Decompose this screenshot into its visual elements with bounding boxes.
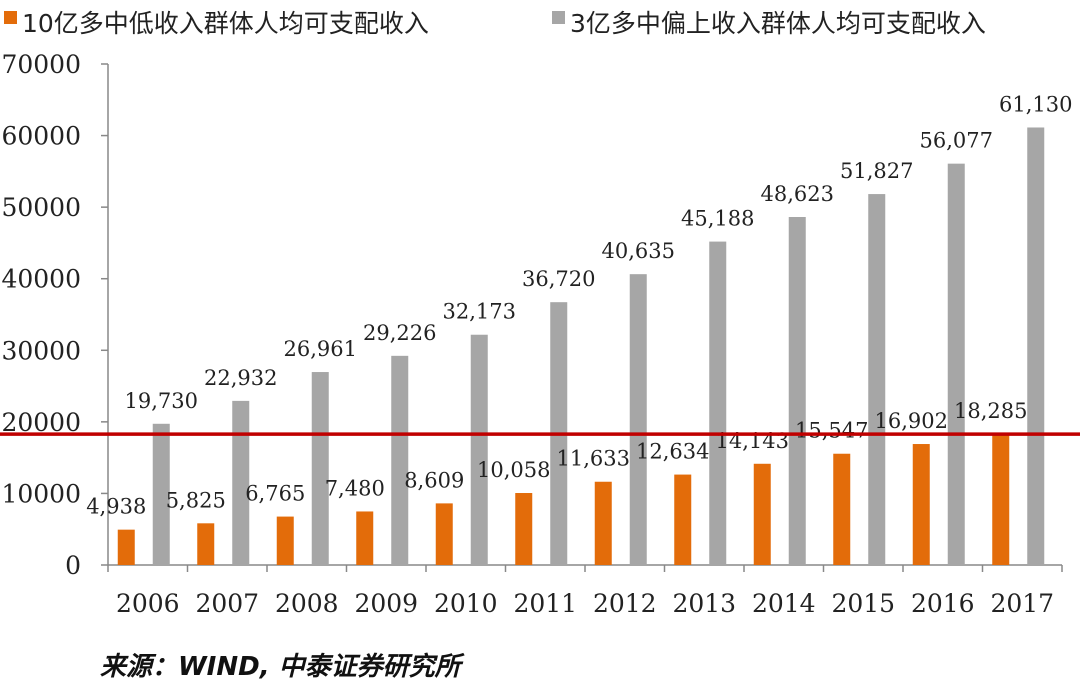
bar-low-income bbox=[197, 523, 215, 565]
data-label-low-income: 4,938 bbox=[86, 495, 146, 519]
y-axis: 0 10000 20000 30000 40000 50000 60000 70000 bbox=[1, 50, 109, 580]
bar-upper-income bbox=[709, 241, 727, 566]
bar-low-income bbox=[356, 511, 374, 565]
bar-low-income bbox=[435, 503, 453, 565]
data-label-low-income: 8,609 bbox=[404, 468, 464, 492]
data-labels: 4,938 19,730 5,825 22,932 6,765 26,961 7,480 29… bbox=[86, 92, 1072, 518]
x-axis: 2006 2007 2008 2009 2010 2011 2012 2013 2014 2015… bbox=[107, 564, 1063, 618]
x-tick-label: 2008 bbox=[275, 589, 339, 618]
y-tick-label: 70000 bbox=[1, 50, 81, 79]
data-label-upper-income: 51,827 bbox=[840, 159, 913, 183]
y-tick-label: 0 bbox=[65, 551, 81, 580]
bar-upper-income bbox=[629, 274, 647, 565]
legend-label-1: 10亿多中低收入群体人均可支配收入 bbox=[22, 9, 429, 38]
bar-upper-income bbox=[868, 194, 886, 565]
data-label-low-income: 18,285 bbox=[954, 399, 1027, 423]
x-tick-label: 2006 bbox=[116, 589, 180, 618]
source-note: 来源：WIND, 中泰证券研究所 bbox=[100, 652, 461, 682]
data-label-low-income: 5,825 bbox=[166, 488, 226, 512]
y-tick-label: 20000 bbox=[1, 408, 81, 437]
data-label-upper-income: 36,720 bbox=[522, 267, 595, 291]
bar-low-income bbox=[992, 434, 1010, 565]
x-tick-label: 2010 bbox=[434, 589, 498, 618]
y-tick-label: 60000 bbox=[1, 122, 81, 151]
data-label-upper-income: 26,961 bbox=[284, 337, 357, 361]
bar-upper-income bbox=[311, 372, 329, 565]
data-label-low-income: 10,058 bbox=[477, 458, 550, 482]
x-tick-label: 2015 bbox=[831, 589, 895, 618]
legend-swatch-2 bbox=[552, 11, 565, 24]
data-label-low-income: 15,547 bbox=[795, 419, 868, 443]
bar-low-income bbox=[753, 463, 771, 565]
bar-low-income bbox=[515, 493, 533, 565]
income-bar-chart: 10亿多中低收入群体人均可支配收入 3亿多中偏上收入群体人均可支配收入 0 1000… bbox=[0, 9, 1080, 618]
bar-low-income bbox=[117, 529, 135, 565]
data-label-upper-income: 56,077 bbox=[920, 129, 993, 153]
x-tick-label: 2009 bbox=[354, 589, 418, 618]
data-label-low-income: 11,633 bbox=[557, 447, 630, 471]
y-tick-label: 40000 bbox=[1, 265, 81, 294]
bar-low-income bbox=[276, 516, 294, 565]
bar-upper-income bbox=[391, 355, 409, 565]
bar-upper-income bbox=[788, 216, 806, 566]
data-label-low-income: 14,143 bbox=[716, 429, 789, 453]
bar-upper-income bbox=[152, 423, 170, 565]
bar-low-income bbox=[833, 453, 851, 565]
legend: 10亿多中低收入群体人均可支配收入 3亿多中偏上收入群体人均可支配收入 bbox=[4, 9, 986, 38]
bar-upper-income bbox=[470, 334, 488, 565]
data-label-low-income: 6,765 bbox=[245, 482, 305, 506]
x-tick-label: 2012 bbox=[593, 589, 657, 618]
data-label-low-income: 12,634 bbox=[636, 440, 709, 464]
x-tick-label: 2007 bbox=[195, 589, 259, 618]
x-tick-label: 2014 bbox=[752, 589, 816, 618]
data-label-upper-income: 29,226 bbox=[363, 321, 436, 345]
data-label-upper-income: 61,130 bbox=[999, 92, 1072, 116]
x-tick-label: 2016 bbox=[911, 589, 975, 618]
bar-low-income bbox=[674, 474, 692, 565]
y-tick-label: 30000 bbox=[1, 336, 81, 365]
data-label-upper-income: 22,932 bbox=[204, 366, 277, 390]
data-label-low-income: 16,902 bbox=[875, 409, 948, 433]
bar-low-income bbox=[594, 481, 612, 565]
data-label-upper-income: 45,188 bbox=[681, 207, 754, 231]
bar-upper-income bbox=[1027, 127, 1045, 565]
x-tick-label: 2011 bbox=[513, 589, 577, 618]
data-label-upper-income: 32,173 bbox=[443, 300, 516, 324]
x-tick-label: 2013 bbox=[672, 589, 736, 618]
x-tick-label: 2017 bbox=[990, 589, 1054, 618]
data-label-upper-income: 40,635 bbox=[602, 239, 675, 263]
bar-low-income bbox=[912, 444, 930, 565]
legend-swatch-1 bbox=[4, 11, 17, 24]
data-label-low-income: 7,480 bbox=[325, 476, 385, 500]
bar-upper-income bbox=[947, 163, 965, 565]
data-label-upper-income: 19,730 bbox=[125, 389, 198, 413]
legend-label-2: 3亿多中偏上收入群体人均可支配收入 bbox=[570, 9, 986, 38]
data-label-upper-income: 48,623 bbox=[761, 182, 834, 206]
y-tick-label: 10000 bbox=[1, 479, 81, 508]
bar-upper-income bbox=[232, 400, 250, 565]
y-tick-label: 50000 bbox=[1, 193, 81, 222]
